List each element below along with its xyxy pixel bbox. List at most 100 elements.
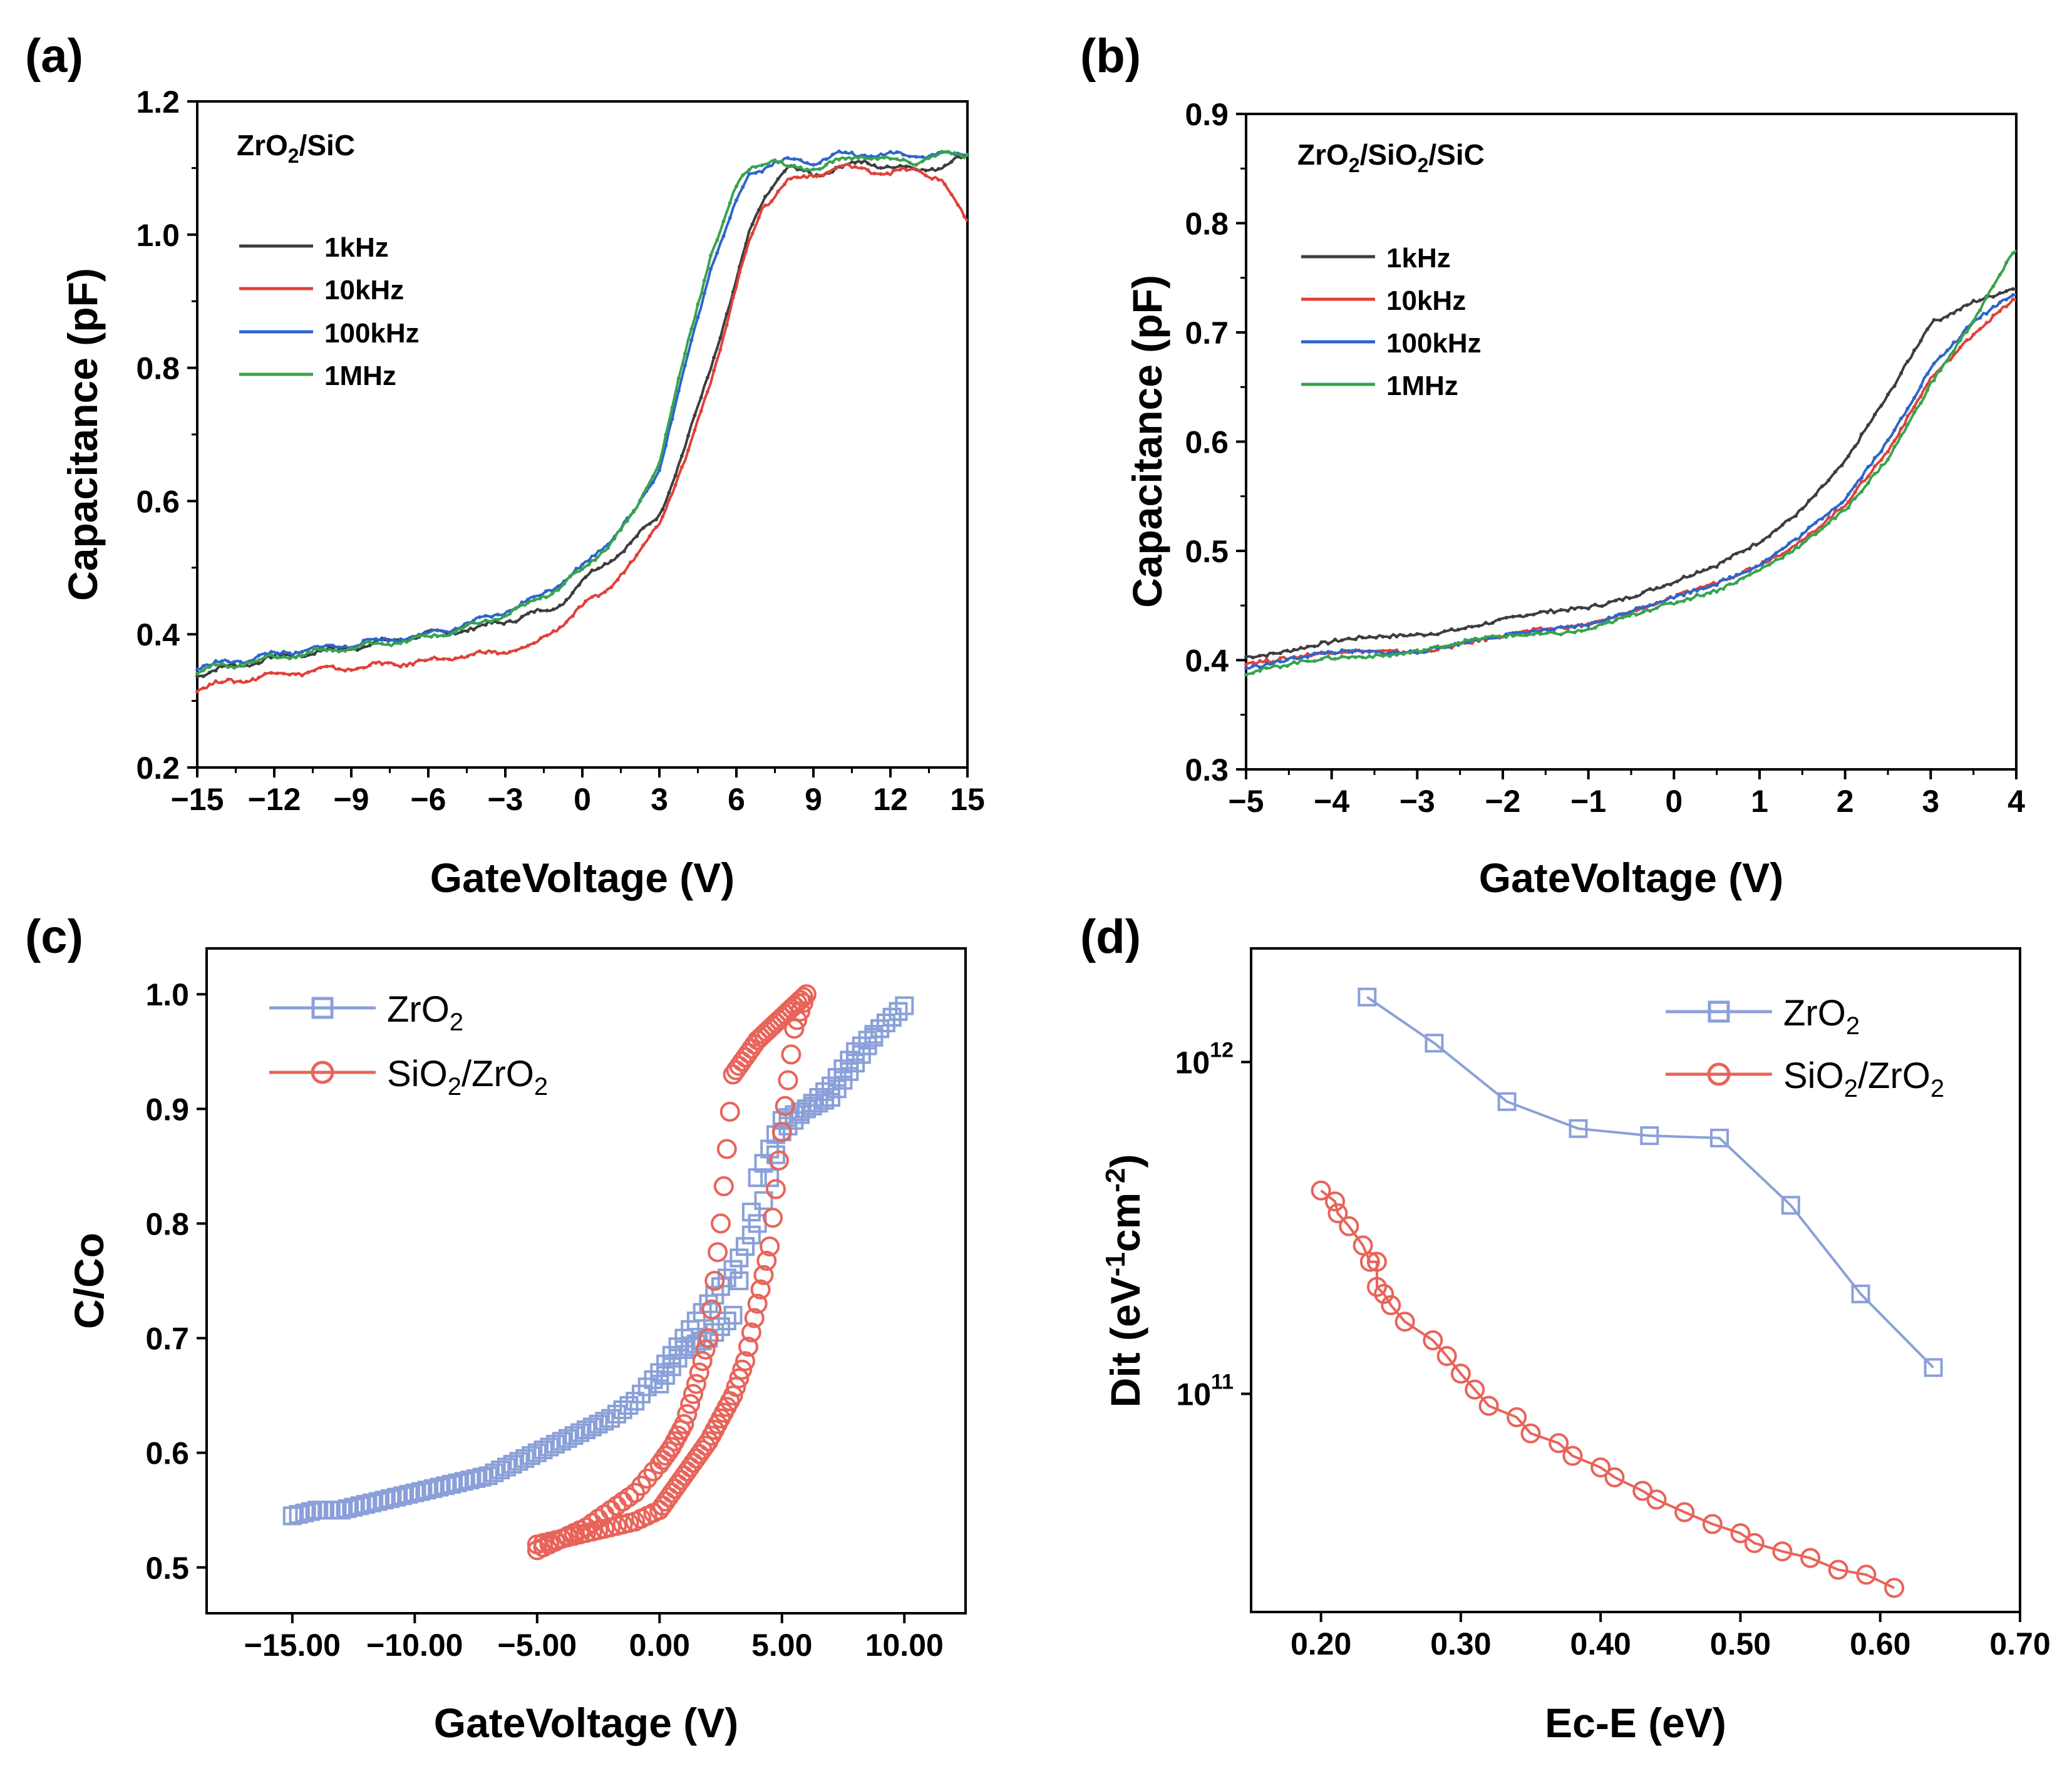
data-point — [1600, 622, 1604, 626]
data-point — [1997, 273, 2002, 277]
data-point-circle — [1339, 1216, 1359, 1236]
data-point — [201, 664, 205, 668]
data-point — [1250, 660, 1255, 665]
data-point — [786, 156, 790, 160]
data-point-circle — [689, 1362, 709, 1383]
data-point-square — [754, 1191, 773, 1210]
data-point — [1859, 476, 1863, 480]
data-point — [411, 662, 415, 667]
data-point — [207, 682, 212, 687]
data-point — [1912, 396, 1917, 400]
data-point — [478, 622, 482, 625]
data-point — [1250, 671, 1255, 675]
data-point — [1721, 577, 1726, 582]
data-point — [495, 620, 500, 625]
data-point-circle — [1353, 1235, 1373, 1256]
data-point — [368, 663, 372, 667]
data-point — [520, 645, 524, 650]
data-point — [232, 665, 236, 670]
panel-a-series — [195, 149, 969, 694]
data-point — [1319, 640, 1324, 644]
data-point-square — [650, 1374, 669, 1394]
data-point — [1429, 646, 1433, 650]
series-line-1khz — [197, 153, 968, 678]
panel-a-ticks: −15 −12 −9 −6 −3 0 3 6 9 12 15 0.2 0.4 0.6 0.8 1.0 1.2 — [136, 85, 984, 817]
data-point — [1483, 620, 1488, 625]
x-tick-label: −9 — [333, 782, 369, 817]
data-point — [1945, 314, 1949, 319]
data-point — [1853, 490, 1857, 495]
data-point — [1695, 570, 1699, 574]
data-point — [1952, 349, 1956, 354]
data-point — [300, 650, 304, 654]
panel-d-y-axis-title: Dit (eV-1cm-2) — [1100, 1154, 1148, 1408]
data-point — [1853, 444, 1857, 449]
data-point — [435, 634, 440, 639]
data-point — [1511, 631, 1515, 635]
data-point-circle — [753, 1265, 774, 1285]
data-point — [343, 649, 348, 653]
data-point — [1859, 432, 1863, 436]
data-point — [551, 629, 555, 633]
data-point — [1552, 610, 1556, 615]
data-point — [411, 636, 415, 640]
data-point — [805, 161, 809, 165]
data-point — [1244, 666, 1248, 670]
data-point — [558, 603, 562, 608]
data-point — [1518, 633, 1522, 637]
data-point — [269, 650, 274, 654]
data-point-circle — [674, 1414, 694, 1434]
data-point — [250, 677, 255, 681]
data-point — [1470, 638, 1474, 642]
data-point — [786, 164, 790, 168]
data-point — [1800, 542, 1805, 545]
data-point — [670, 406, 674, 410]
data-point — [1912, 405, 1917, 409]
data-point — [1741, 570, 1745, 575]
x-tick-label: −2 — [1485, 784, 1520, 819]
data-point — [1326, 650, 1331, 654]
data-point — [1483, 635, 1488, 639]
data-point — [337, 649, 341, 654]
data-point — [647, 521, 652, 526]
data-point — [853, 161, 857, 165]
panel-c-y-axis-title: C/Co — [66, 1233, 112, 1329]
data-point — [661, 507, 665, 511]
data-point — [1905, 414, 1910, 418]
data-point — [570, 614, 575, 619]
data-point — [1833, 516, 1837, 520]
data-point — [1415, 648, 1420, 652]
data-point — [1853, 496, 1857, 501]
data-point — [1859, 490, 1863, 494]
panel-b-legend-item-10khz: 10kHz — [1301, 285, 1466, 316]
data-point-square — [1851, 1284, 1870, 1303]
data-point — [1381, 635, 1385, 639]
data-point — [275, 652, 279, 656]
data-point — [1859, 480, 1863, 484]
data-point — [1353, 655, 1358, 659]
data-point — [606, 546, 610, 550]
data-point-circle — [787, 1010, 808, 1030]
data-point-square — [729, 1271, 749, 1290]
data-point — [647, 534, 652, 538]
series-line-10khz — [1245, 298, 2017, 666]
data-point — [770, 199, 774, 203]
data-point — [924, 173, 928, 178]
data-point — [879, 166, 883, 170]
data-point — [441, 629, 446, 634]
data-point — [1892, 444, 1897, 449]
data-point — [619, 528, 623, 532]
panel-a-legend: 1kHz 10kHz 100kHz 1MHz — [239, 232, 420, 391]
data-point — [1299, 658, 1303, 662]
data-point — [429, 629, 433, 633]
data-point — [1285, 664, 1289, 668]
data-point — [667, 491, 671, 495]
data-point — [453, 656, 458, 660]
data-point — [1511, 615, 1515, 619]
data-point-circle — [1702, 1514, 1723, 1534]
data-point-square — [381, 1489, 400, 1508]
data-point — [1264, 661, 1269, 665]
data-point-circle — [704, 1271, 725, 1291]
data-point — [380, 638, 384, 642]
data-point-circle — [1549, 1433, 1569, 1454]
